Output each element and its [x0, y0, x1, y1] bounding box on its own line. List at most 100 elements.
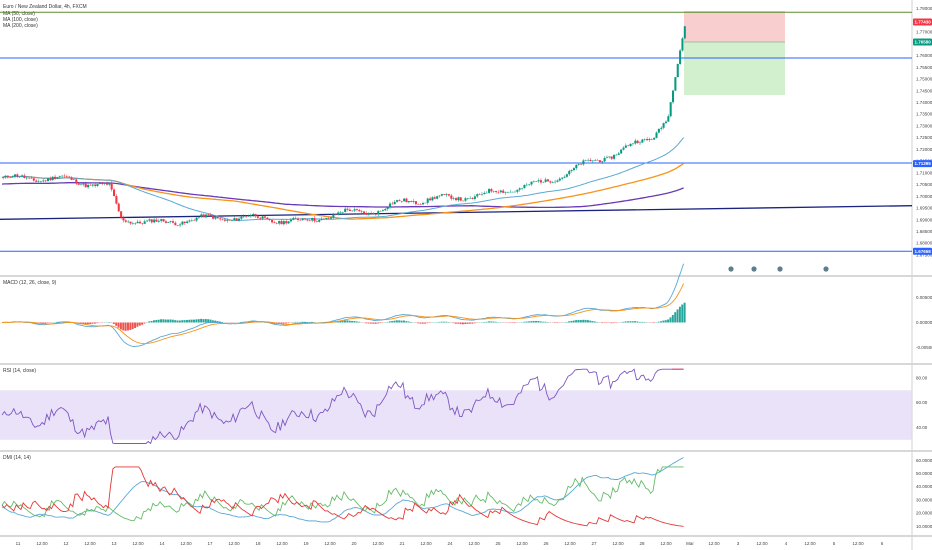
candle-body: [242, 216, 245, 217]
macd-histogram: [2, 302, 686, 331]
event-markers[interactable]: [728, 266, 829, 272]
candle-body: [70, 177, 73, 180]
price-tick-label: 1.72000: [916, 147, 932, 152]
candle-body: [16, 174, 19, 177]
candle-body: [504, 192, 507, 193]
time-tick-label: 5: [833, 541, 836, 546]
candle-body: [511, 191, 514, 193]
macd-bar: [636, 321, 639, 323]
position-stop-zone: [684, 11, 785, 42]
candle-body: [374, 214, 377, 215]
macd-bar: [678, 306, 681, 323]
trendline[interactable]: [0, 205, 913, 220]
candle-body: [136, 221, 139, 224]
candle-body: [202, 214, 205, 218]
macd-bar: [155, 320, 158, 323]
candle-body: [304, 218, 307, 220]
macd-bar: [681, 304, 684, 323]
candle-body: [608, 156, 611, 158]
price-tick-label: 1.75500: [916, 65, 932, 70]
candle-body: [478, 194, 481, 195]
candle-body: [365, 213, 368, 215]
macd-bar: [178, 320, 181, 323]
candle-body: [353, 209, 356, 211]
candle-body: [568, 170, 571, 175]
macd-bar: [530, 321, 533, 323]
macd-bar: [660, 321, 663, 323]
macd-bar: [440, 321, 443, 323]
candle-body: [49, 178, 52, 181]
dmi-tick-label: 50.00000: [916, 471, 932, 476]
legend-ma-200: MA (200, close): [3, 23, 38, 29]
candle-body: [89, 184, 92, 186]
macd-bar: [164, 319, 167, 323]
candle-body: [141, 223, 144, 224]
macd-bar: [202, 319, 205, 323]
candle-body: [318, 219, 321, 222]
candle-body: [466, 198, 469, 199]
macd-bar: [119, 322, 122, 330]
price-tick-label: 1.78000: [916, 6, 932, 11]
macd-bar: [584, 319, 587, 323]
time-tick-label: 12:00: [804, 541, 816, 546]
macd-bar: [303, 321, 306, 323]
dmi-pane[interactable]: DMI (14, 14) 60.00000 50.00000 40.00000 30.…: [1, 455, 932, 529]
candle-body: [431, 197, 434, 201]
macd-pane[interactable]: MACD (12, 26, close, 9) 0.00500 0.00000 -0…: [1, 263, 932, 350]
macd-bar: [160, 319, 162, 323]
candle-body: [587, 159, 590, 161]
event-marker: [823, 266, 829, 272]
candle-body: [485, 192, 488, 194]
candle-body: [207, 214, 210, 215]
candle-body: [315, 221, 318, 222]
macd-bar: [483, 321, 486, 323]
price-tick-label: 1.69500: [916, 206, 932, 211]
candle-body: [334, 214, 337, 215]
macd-bar: [344, 320, 346, 323]
candle-body: [598, 160, 601, 163]
macd-bar: [532, 320, 535, 323]
candle-body: [622, 147, 625, 150]
rsi-axis: 80.00 60.00 40.00: [916, 375, 928, 430]
macd-bar: [577, 319, 580, 323]
macd-bar: [454, 322, 457, 324]
position-tool[interactable]: [684, 11, 785, 96]
candle-body: [396, 200, 399, 202]
candle-body: [563, 176, 566, 178]
macd-bar: [568, 321, 571, 323]
candle-body: [577, 164, 580, 165]
candle-body: [37, 181, 40, 182]
time-tick-label: 13: [111, 541, 117, 546]
macd-bar: [490, 321, 493, 323]
candle-body: [580, 164, 583, 165]
macd-bar: [143, 322, 146, 324]
candle-body: [169, 221, 172, 222]
candle-body: [556, 180, 559, 182]
candle-body: [539, 180, 542, 183]
price-pane[interactable]: Euro / New Zealand Dollar, 4h, FXCM MA (…: [0, 4, 932, 272]
rsi-band: [0, 390, 912, 440]
macd-bar: [669, 317, 672, 323]
macd-bar: [141, 322, 144, 325]
candle-body: [44, 180, 47, 182]
time-tick-label: 18: [255, 541, 261, 546]
macd-bar: [667, 319, 670, 323]
macd-bar: [162, 319, 165, 323]
price-tick-label: 1.74500: [916, 88, 932, 93]
candle-body: [327, 217, 330, 219]
rsi-pane[interactable]: RSI (14, close) 80.00 60.00 40.00: [0, 368, 928, 445]
candle-body: [63, 175, 66, 177]
macd-bar: [280, 322, 283, 325]
trendline-segment: [0, 205, 913, 220]
candle-body: [459, 197, 462, 201]
candle-body: [42, 180, 45, 182]
macd-bar: [594, 321, 596, 323]
candle-body: [110, 182, 113, 190]
horizontal-levels[interactable]: [0, 11, 912, 252]
candle-body: [601, 161, 604, 163]
macd-bar: [443, 321, 446, 323]
macd-bar: [216, 321, 219, 323]
candle-body: [452, 198, 455, 199]
